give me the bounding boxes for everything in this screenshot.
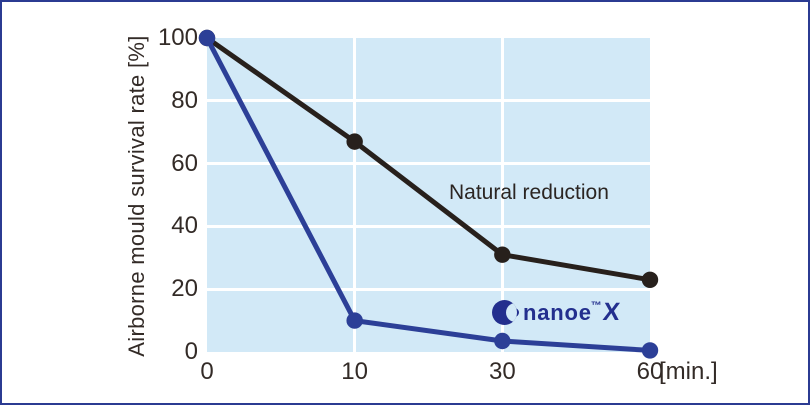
gridline-horizontal [207, 162, 650, 166]
nanoe-trademark-mark: ™ [590, 299, 602, 312]
y-tick-label: 40 [171, 212, 198, 240]
gridline-horizontal [207, 99, 650, 103]
gridline-horizontal [207, 224, 650, 228]
nanoe-x-letter: X [601, 298, 622, 326]
y-axis-label: Airborne mould survival rate [%] [124, 35, 149, 357]
x-axis-unit-label: [min.] [659, 358, 718, 385]
y-tick-label: 80 [171, 86, 198, 114]
x-tick-label: 10 [341, 358, 368, 385]
gridline-vertical [353, 38, 357, 352]
x-tick-label: 60 [636, 358, 664, 385]
x-tick-label: 0 [200, 358, 214, 385]
nanoe-logo-text: nanoe [523, 299, 592, 325]
x-tick-label: 30 [488, 358, 516, 385]
y-tick-label: 20 [171, 275, 198, 303]
y-tick-label: 60 [171, 149, 198, 177]
y-tick-label: 0 [184, 338, 198, 365]
series-label-natural-reduction: Natural reduction [449, 181, 609, 204]
y-tick-label: 100 [157, 24, 198, 51]
nanoe-crescent-icon [492, 300, 517, 325]
gridline-horizontal [207, 287, 650, 291]
nanoe-x-logo: nanoe ™ X [492, 298, 622, 326]
